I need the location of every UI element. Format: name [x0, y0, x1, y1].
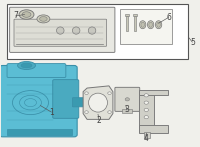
- Ellipse shape: [40, 17, 47, 21]
- FancyBboxPatch shape: [139, 92, 154, 132]
- Ellipse shape: [144, 108, 148, 112]
- Ellipse shape: [147, 21, 154, 29]
- Ellipse shape: [57, 27, 64, 34]
- Ellipse shape: [144, 94, 148, 97]
- Ellipse shape: [21, 63, 32, 68]
- Text: 4: 4: [143, 134, 148, 143]
- Text: 1: 1: [49, 108, 54, 117]
- FancyBboxPatch shape: [14, 19, 107, 46]
- FancyBboxPatch shape: [7, 4, 188, 59]
- Ellipse shape: [89, 93, 107, 112]
- FancyBboxPatch shape: [115, 87, 140, 111]
- Ellipse shape: [88, 27, 96, 34]
- Text: 6: 6: [166, 13, 171, 22]
- FancyBboxPatch shape: [125, 14, 129, 16]
- Text: 5: 5: [190, 38, 195, 47]
- Ellipse shape: [155, 21, 162, 29]
- FancyBboxPatch shape: [7, 64, 66, 78]
- Ellipse shape: [149, 22, 152, 27]
- Ellipse shape: [85, 92, 88, 95]
- Text: 7: 7: [13, 11, 18, 20]
- Ellipse shape: [108, 111, 111, 113]
- Polygon shape: [83, 86, 113, 119]
- Ellipse shape: [108, 92, 111, 95]
- FancyBboxPatch shape: [10, 7, 115, 52]
- FancyBboxPatch shape: [126, 16, 128, 31]
- FancyBboxPatch shape: [0, 66, 77, 137]
- FancyBboxPatch shape: [53, 80, 79, 118]
- FancyBboxPatch shape: [134, 16, 136, 31]
- Ellipse shape: [19, 10, 34, 19]
- Ellipse shape: [144, 101, 148, 104]
- Text: 2: 2: [97, 116, 101, 125]
- Ellipse shape: [18, 61, 35, 70]
- Ellipse shape: [125, 98, 129, 101]
- Ellipse shape: [72, 27, 80, 34]
- Ellipse shape: [22, 12, 31, 17]
- Ellipse shape: [144, 116, 148, 119]
- Ellipse shape: [141, 22, 144, 27]
- FancyBboxPatch shape: [122, 109, 132, 113]
- FancyBboxPatch shape: [133, 14, 137, 16]
- Ellipse shape: [140, 21, 146, 29]
- Text: 3: 3: [124, 105, 129, 114]
- FancyBboxPatch shape: [139, 125, 168, 133]
- Ellipse shape: [37, 15, 50, 23]
- Ellipse shape: [145, 134, 148, 136]
- Ellipse shape: [157, 22, 160, 27]
- FancyBboxPatch shape: [72, 98, 85, 107]
- FancyBboxPatch shape: [144, 132, 150, 138]
- FancyBboxPatch shape: [120, 9, 172, 44]
- FancyBboxPatch shape: [7, 129, 72, 135]
- FancyBboxPatch shape: [139, 90, 168, 95]
- Ellipse shape: [85, 111, 88, 113]
